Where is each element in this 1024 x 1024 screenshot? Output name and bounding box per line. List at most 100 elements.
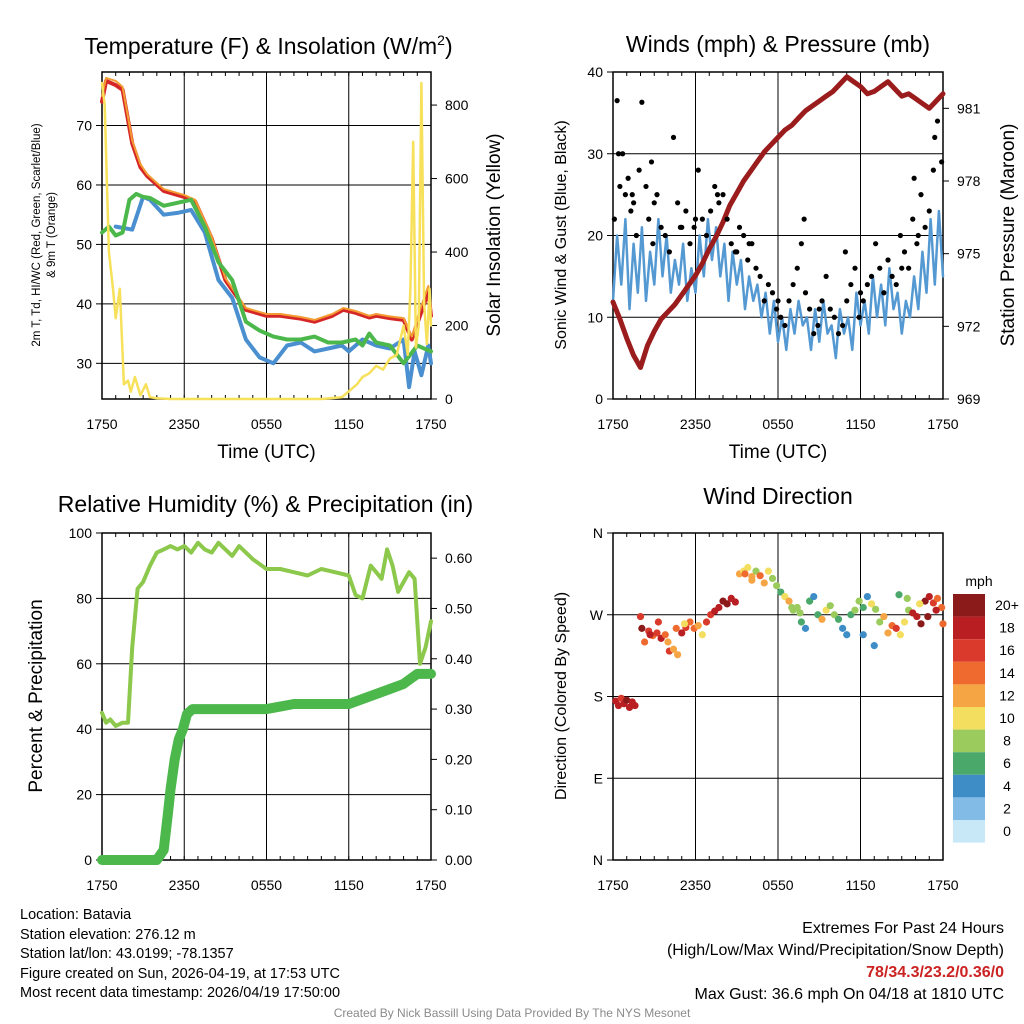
temp-series-hi-wc [113,194,433,390]
wind-gust-point [628,208,634,214]
wind-gust-point [615,151,622,157]
wind-gust-point [934,118,941,124]
station-info: Location: Batavia Station elevation: 276… [20,906,340,1004]
wind-gust-point [790,281,796,288]
dir-point [702,618,711,626]
dir-point [694,622,702,630]
temp-title: Temperature (F) & Insolation (W/m2) [84,32,452,59]
wind-gust-point [801,216,807,222]
wind-ytick-label: 20 [587,228,603,244]
wind-gust-point [675,200,681,206]
wind-gust-point [939,159,945,165]
rh-y2tick-label: 0.30 [445,701,472,717]
wind-axes: 1750 2350 0550 1150 1750 0 10 20 30 40 [587,64,958,432]
extremes-title: Extremes For Past 24 Hours [802,920,1004,937]
dir-point [863,592,871,601]
wind-gust-point [746,241,752,247]
temp-y2tick-label: 200 [445,318,469,334]
wind-gust-point [611,216,617,222]
temp-xlabel: Time (UTC) [217,442,316,463]
dir-point [851,606,859,614]
wind-gust-point [899,265,905,271]
dir-point [801,624,810,632]
temp-ytick-label: 70 [76,118,92,134]
dir-point [617,694,625,702]
wind-gust-point [778,314,784,320]
wind-gust-point [622,192,628,198]
wind-gust-point [844,298,850,304]
wind-gust-point [816,306,822,312]
wind-xlabel: Time (UTC) [729,442,828,463]
wind-gust-point [857,290,864,296]
wind-gust-point [734,249,740,255]
wind-gust-point [827,306,833,312]
wind-gust-point [699,216,705,222]
wind-gust-point [728,241,734,247]
dir-point [631,701,639,710]
wind-gust-point [794,265,800,271]
colorbar-swatch [953,820,985,843]
wind-gust-point [654,192,660,198]
wind-y2tick-label: 972 [957,318,981,334]
wind-gust-point [782,322,788,329]
wind-gust-point [708,208,714,214]
wind-gust-point [802,290,809,296]
wind-gust-point [815,322,821,329]
dir-point [834,615,843,623]
dir-xtick-label: 1750 [597,877,628,893]
wind-ytick-label: 40 [587,64,603,80]
wind-gust-point [720,192,726,198]
rh-y2tick-label: 0.40 [445,651,472,667]
dir-point [916,600,924,608]
dir-point [638,624,646,632]
wind-gust-point [922,224,928,230]
colorbar-label: 18 [999,620,1015,636]
wind-gust-point [798,241,804,247]
dir-point [636,612,645,621]
wind-y2tick-label: 978 [957,173,981,189]
figure-created: Figure created on Sun, 2026-04-19, at 17… [20,965,340,982]
dir-point [884,629,892,637]
dir-point [669,645,678,653]
wind-gust-point [714,192,721,198]
wind-ytick-label: 0 [595,391,603,407]
temp-xtick-label: 2350 [169,416,200,432]
temp-xtick-label: 1150 [334,416,364,432]
wind-gust-point [625,175,631,181]
temp-ytick-label: 60 [76,177,92,193]
dir-point [686,618,694,626]
wind-gust-point [864,281,870,288]
dir-point [741,570,749,578]
dir-point [641,638,649,646]
colorbar-swatch [953,707,985,730]
wind-gust-point [703,232,710,239]
dir-point [903,594,911,603]
dir-point [924,612,932,621]
dir-point [895,591,903,599]
wind-gust-point [914,241,920,247]
dir-point [680,620,689,628]
temp-xtick-label: 0550 [251,416,282,432]
wind-gust-point [852,265,858,271]
dir-point [744,563,752,572]
dir-ytick-label: N [593,852,603,868]
rh-y2tick-label: 0.20 [445,751,472,767]
rh-y2tick-label: 0.50 [445,600,472,616]
dir-point [876,618,884,626]
dir-point [654,618,662,626]
dir-point [938,603,946,612]
wind-gust-point [856,314,862,320]
dir-point [768,574,777,583]
colorbar-label: 14 [999,665,1015,681]
dir-frame [612,532,944,861]
wind-gust-point [695,167,701,173]
colorbar-label: 4 [1003,778,1011,794]
wind-gust-point [911,175,917,181]
dir-xtick-label: 1750 [927,877,958,893]
dir-ytick-label: W [590,607,604,623]
wind-gust-point [614,98,620,104]
rh-axes: 1750 2350 0550 1150 1750 0 20 40 60 80 100 [69,525,447,893]
dir-point [756,572,764,580]
dir-point [723,600,731,608]
dir-point [797,618,805,626]
